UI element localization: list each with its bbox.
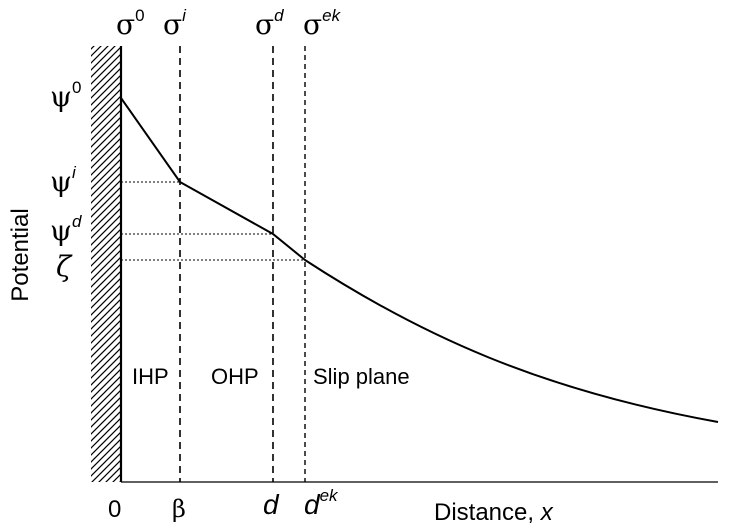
potential-curve — [120, 97, 719, 423]
zeta-label: ζ — [56, 250, 73, 283]
slip-plane-label: Slip plane — [313, 364, 410, 389]
y-axis-label: Potential — [7, 208, 34, 301]
ihp-label: IHP — [132, 364, 169, 389]
surface-hatch — [91, 46, 121, 482]
sigma-0-label: σ0 — [116, 6, 145, 41]
sigma-ek-label: σek — [303, 6, 342, 41]
sigma-d-label: σd — [255, 6, 284, 41]
psi-0-label: ψ0 — [50, 78, 81, 113]
psi-i-label: ψi — [50, 163, 77, 198]
origin-label: 0 — [108, 496, 121, 523]
sigma-i-label: σi — [163, 6, 187, 41]
d-label: d — [263, 489, 280, 520]
ohp-label: OHP — [211, 364, 259, 389]
d-ek-label: dek — [304, 486, 339, 520]
psi-d-label: ψd — [50, 212, 82, 247]
beta-label: β — [172, 495, 186, 523]
x-axis-label: Distance, x — [434, 499, 554, 526]
